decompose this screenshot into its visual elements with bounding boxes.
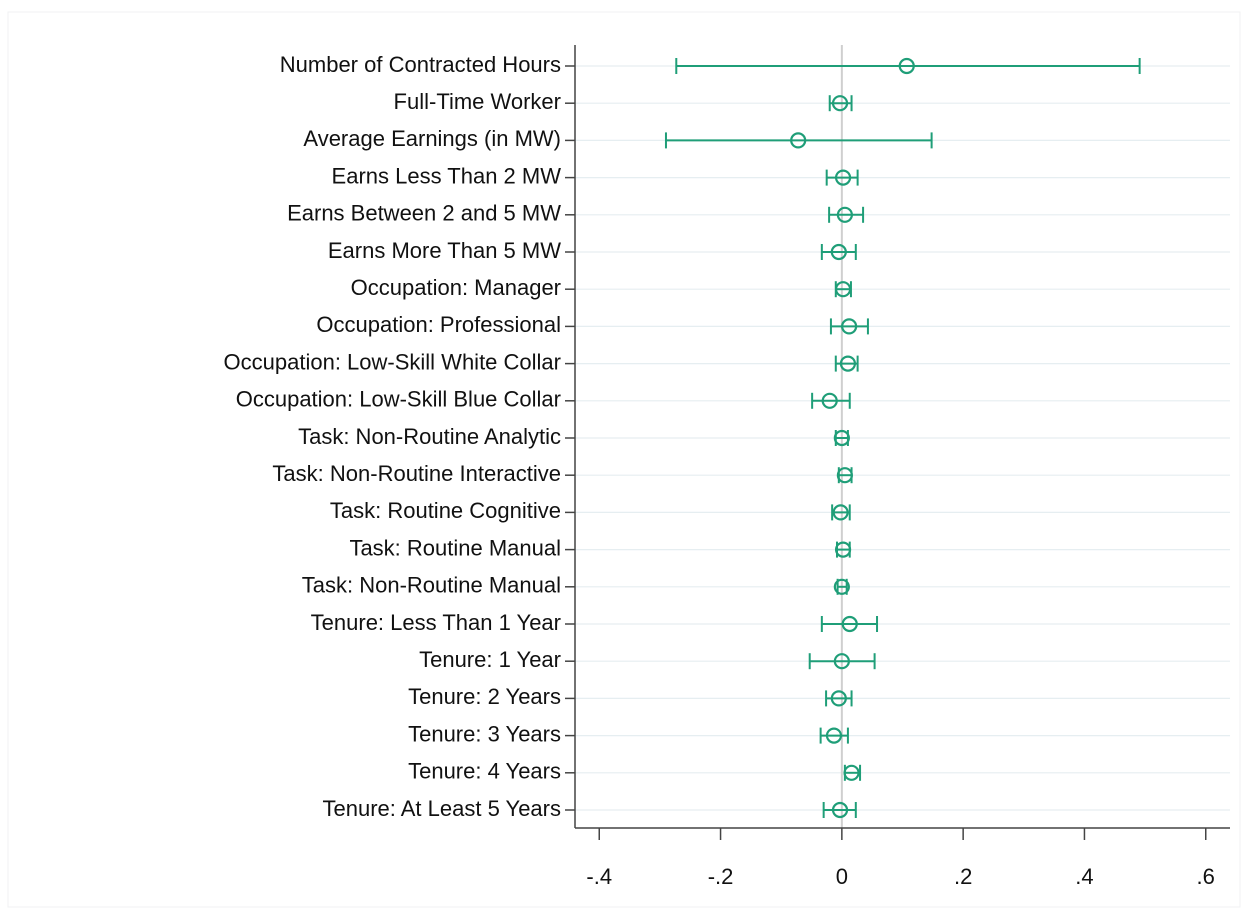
point-estimate [821, 392, 838, 409]
x-tick-label: 0 [836, 864, 848, 889]
y-tick-label: Tenure: 1 Year [419, 647, 561, 672]
y-tick-label: Tenure: 3 Years [408, 721, 561, 746]
error-bar [808, 653, 876, 670]
y-tick-label: Full-Time Worker [394, 89, 561, 114]
point-estimate [843, 764, 860, 781]
x-tick-label: -.4 [586, 864, 612, 889]
point-estimate [831, 95, 849, 112]
y-tick-label: Occupation: Low-Skill Blue Collar [236, 387, 561, 412]
y-tick-label: Earns More Than 5 MW [328, 238, 561, 263]
frame [7, 11, 1241, 908]
y-tick-label: Task: Non-Routine Manual [302, 573, 561, 598]
y-tick-label: Task: Non-Routine Analytic [298, 424, 561, 449]
point-estimate [825, 727, 843, 744]
point-estimate [831, 801, 849, 819]
y-tick-label: Tenure: At Least 5 Years [322, 796, 561, 821]
point-estimate [898, 57, 915, 75]
point-estimate [834, 541, 852, 558]
x-tick-label: -.2 [708, 864, 734, 889]
y-tick-label: Earns Less Than 2 MW [332, 163, 562, 188]
y-tick-label: Occupation: Manager [351, 275, 561, 300]
error-bar [811, 392, 851, 409]
error-bar [828, 206, 865, 223]
error-bar [820, 616, 879, 632]
y-tick-label: Task: Routine Cognitive [330, 498, 561, 523]
point-estimate [790, 132, 807, 149]
x-tick-label: .6 [1197, 864, 1215, 889]
error-bar [822, 802, 857, 818]
y-tick-label: Occupation: Low-Skill White Collar [224, 349, 561, 374]
y-tick-label: Task: Routine Manual [349, 535, 561, 560]
error-bar [820, 244, 857, 260]
point-estimate [833, 578, 850, 595]
y-tick-label: Earns Between 2 and 5 MW [287, 201, 561, 226]
error-bar [819, 727, 849, 744]
point-estimate [836, 206, 853, 223]
error-bar [675, 58, 1141, 74]
y-tick-label: Occupation: Professional [316, 312, 561, 337]
point-estimate [834, 281, 852, 298]
y-tick-label: Task: Non-Routine Interactive [272, 461, 561, 486]
x-tick-label: .2 [954, 864, 972, 889]
point-estimate [832, 504, 849, 521]
point-estimate [833, 653, 850, 670]
x-tick-label: .4 [1075, 864, 1093, 889]
y-tick-label: Tenure: 4 Years [408, 759, 561, 784]
point-estimate [839, 355, 857, 372]
point-estimate [830, 690, 847, 707]
point-estimate [830, 243, 847, 261]
point-estimate [841, 318, 858, 335]
error-bar [825, 169, 859, 186]
point-estimate [841, 615, 858, 633]
error-bar [664, 132, 933, 149]
point-estimate [834, 169, 852, 186]
point-estimate [833, 429, 850, 447]
error-bar [829, 318, 869, 335]
y-tick-label: Average Earnings (in MW) [303, 126, 561, 151]
y-tick-label: Tenure: Less Than 1 Year [311, 610, 561, 635]
error-bar [825, 690, 853, 707]
y-tick-label: Tenure: 2 Years [408, 684, 561, 709]
y-tick-label: Number of Contracted Hours [280, 52, 561, 77]
point-estimate [836, 467, 853, 484]
